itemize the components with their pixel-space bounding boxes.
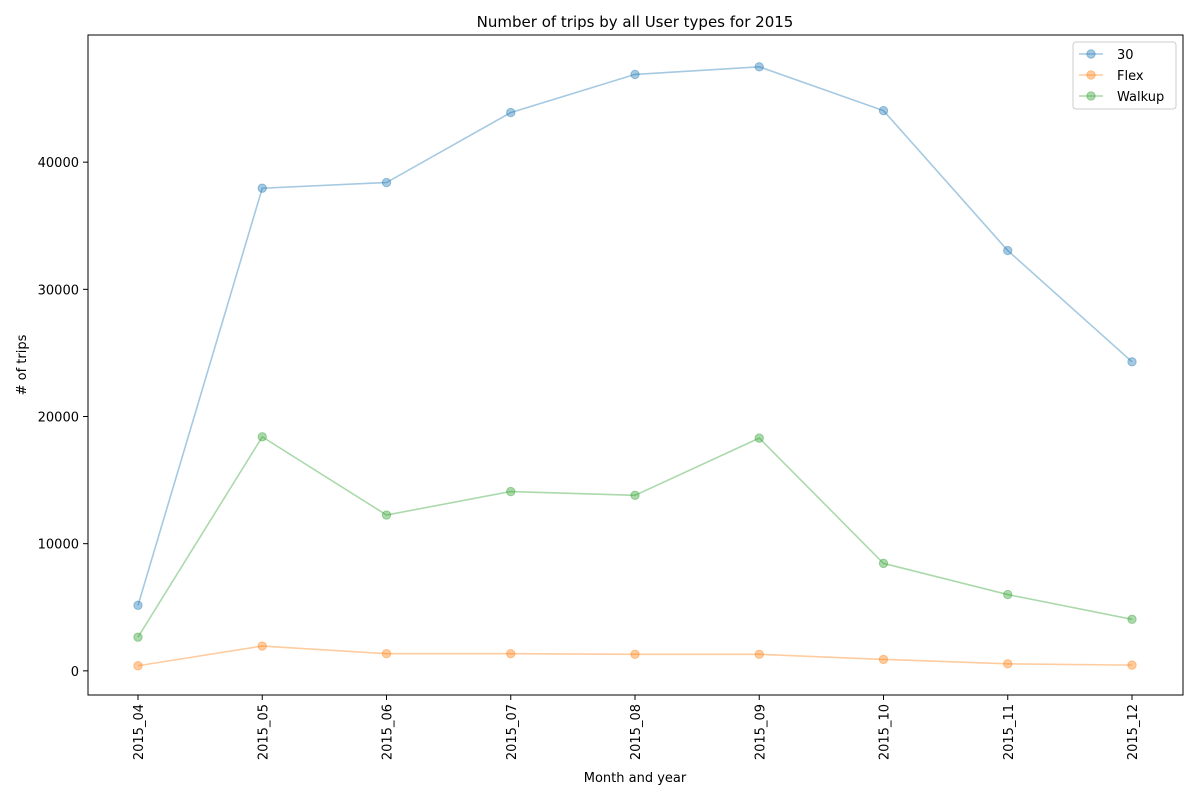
x-axis-label: Month and year [584, 771, 687, 786]
x-tick-label: 2015_12 [1126, 704, 1141, 760]
data-point [381, 510, 392, 520]
x-tick-label: 2015_11 [1002, 704, 1017, 760]
data-point [754, 649, 764, 660]
x-tick-label: 2015_06 [381, 704, 396, 760]
series-line [137, 645, 1133, 667]
data-point [1127, 660, 1137, 670]
data-point [1003, 589, 1013, 600]
data-point [878, 105, 889, 116]
legend-marker [1086, 91, 1096, 101]
data-point [506, 107, 516, 118]
series-walkup [133, 432, 1137, 642]
x-tick-label: 2015_08 [629, 704, 644, 760]
y-axis-label: # of trips [15, 334, 30, 395]
y-tick-label: 10000 [38, 538, 79, 553]
y-axis: 0 10000 20000 30000 40000 [38, 156, 88, 680]
data-point [133, 632, 143, 642]
data-point [257, 432, 267, 442]
data-point [133, 600, 143, 611]
data-point [1127, 614, 1137, 625]
data-point [506, 648, 516, 659]
legend-marker [1086, 70, 1096, 80]
x-tick-label: 2015_05 [256, 704, 271, 760]
data-point [257, 183, 267, 193]
series-line [137, 65, 1133, 606]
x-axis: 2015_04 2015_05 2015_06 2015_07 2015_08 2015_… [132, 695, 1141, 760]
x-tick-label: 2015_04 [132, 704, 147, 760]
data-point [381, 648, 392, 659]
y-tick-label: 0 [71, 665, 79, 680]
data-point [630, 649, 640, 660]
data-point [1003, 659, 1013, 669]
series-line [137, 435, 1133, 638]
data-point [878, 654, 889, 665]
data-point [133, 661, 143, 671]
x-tick-label: 2015_10 [878, 704, 893, 760]
x-tick-label: 2015_09 [753, 704, 768, 760]
y-tick-label: 30000 [38, 283, 79, 298]
legend: 30 Flex Walkup [1072, 41, 1177, 110]
legend-label: Walkup [1117, 90, 1164, 105]
data-point [878, 558, 889, 569]
data-point [630, 490, 640, 501]
legend-label: Flex [1117, 69, 1144, 84]
data-point [754, 433, 764, 443]
series-flex [133, 641, 1137, 671]
data-point [1127, 357, 1137, 367]
legend-marker [1086, 49, 1096, 59]
legend-label: 30 [1117, 48, 1134, 63]
data-point [506, 486, 516, 497]
data-point [1003, 245, 1013, 256]
data-point [630, 69, 640, 80]
chart-title: Number of trips by all User types for 20… [477, 13, 794, 31]
data-point [257, 641, 267, 651]
data-point [381, 177, 392, 188]
y-tick-label: 20000 [38, 411, 79, 426]
x-tick-label: 2015_07 [505, 704, 520, 760]
y-tick-label: 40000 [38, 156, 79, 171]
plot-area [133, 62, 1137, 671]
legend-box [1072, 41, 1177, 110]
series-30 [133, 62, 1137, 611]
data-point [754, 62, 764, 72]
